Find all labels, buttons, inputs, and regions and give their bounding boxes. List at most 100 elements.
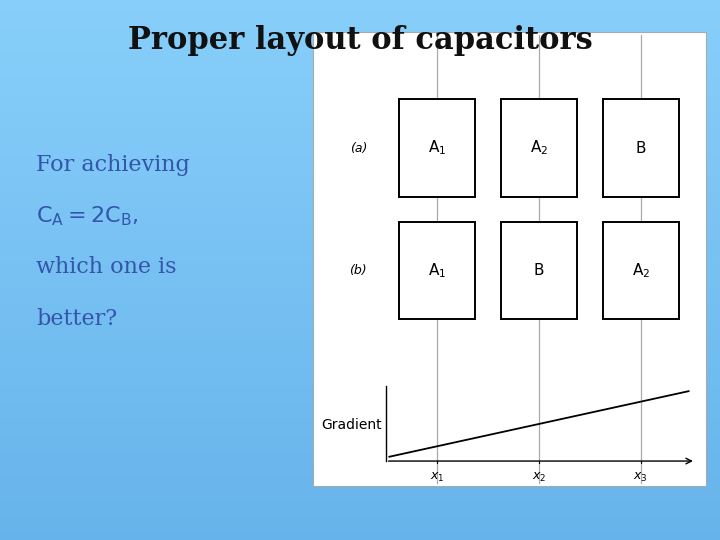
Bar [500,222,577,319]
Bar [0,302,720,305]
Bar [0,340,720,343]
Bar [0,62,720,65]
Bar [0,54,720,57]
Bar [0,459,720,462]
Bar [0,246,720,248]
Bar [0,100,720,103]
Bar [0,24,720,27]
Bar [0,224,720,227]
Bar [0,478,720,481]
Bar [0,8,720,11]
Bar [0,454,720,456]
Bar [0,270,720,273]
Bar [0,70,720,73]
Bar [0,202,720,205]
Bar [0,435,720,437]
Bar [0,232,720,235]
Bar [0,122,720,124]
Bar [0,497,720,500]
Bar [0,281,720,284]
Bar [0,308,720,310]
Bar [0,405,720,408]
Bar [0,49,720,51]
Bar [0,275,720,278]
Bar [0,524,720,526]
Bar [0,502,720,505]
Bar [0,516,720,518]
Bar [0,11,720,14]
Bar [0,19,720,22]
Bar [0,505,720,508]
Bar [0,408,720,410]
Bar [0,189,720,192]
Bar [0,432,720,435]
Bar [0,40,720,43]
Bar [0,186,720,189]
Bar [0,111,720,113]
Bar [0,148,720,151]
Bar [0,194,720,197]
Bar [0,124,720,127]
Bar [0,508,720,510]
Bar [0,483,720,486]
Bar [0,0,720,3]
Text: A$_1$: A$_1$ [428,139,446,158]
Bar [0,319,720,321]
Bar [0,73,720,76]
Bar [0,418,720,421]
Bar [0,402,720,405]
Bar [0,68,720,70]
Bar [0,443,720,445]
Bar [0,346,720,348]
Bar [0,413,720,416]
Bar [0,529,720,532]
Bar [0,397,720,400]
Bar [0,84,720,86]
Bar [0,370,720,373]
Bar [0,489,720,491]
Bar [0,278,720,281]
Bar [0,197,720,200]
Bar [0,181,720,184]
Bar [0,30,720,32]
Text: A$_2$: A$_2$ [631,261,650,280]
Bar [0,159,720,162]
Bar [0,248,720,251]
Bar [0,324,720,327]
Bar [0,464,720,467]
Bar [0,208,720,211]
Bar [0,184,720,186]
Bar [0,448,720,451]
Bar [0,256,720,259]
Text: which one is: which one is [36,256,176,278]
Bar [0,76,720,78]
Bar [0,526,720,529]
Bar [0,429,720,432]
Bar [0,65,720,68]
Bar [0,167,720,170]
Bar [0,262,720,265]
Bar [0,219,720,221]
Bar [0,178,720,181]
Text: x$_2$: x$_2$ [531,471,546,484]
Text: A$_1$: A$_1$ [428,261,446,280]
Bar [0,491,720,494]
Text: x$_3$: x$_3$ [634,471,648,484]
Bar [0,108,720,111]
Bar [0,383,720,386]
Bar [0,46,720,49]
Bar [0,284,720,286]
Bar [0,486,720,489]
Bar [0,437,720,440]
Bar [0,421,720,424]
Bar [0,14,720,16]
Text: B: B [534,263,544,278]
Bar [0,227,720,229]
Bar [0,300,720,302]
Bar [0,211,720,213]
Bar [0,254,720,256]
Bar [0,89,720,92]
Bar [0,259,720,262]
Text: Gradient: Gradient [322,418,382,432]
Bar [0,243,720,246]
